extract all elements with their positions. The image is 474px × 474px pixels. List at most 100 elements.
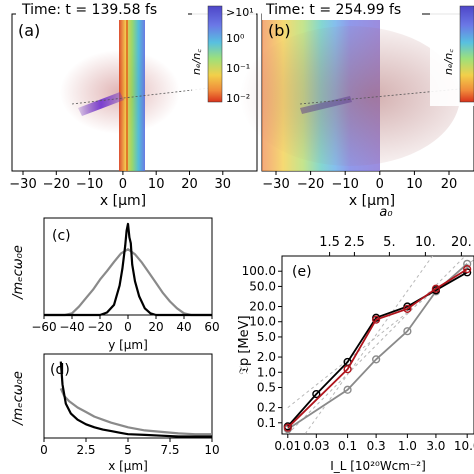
- panel-e-ytick-label: 0.2: [257, 401, 276, 415]
- panel-c-xtick-label: −20: [87, 320, 112, 334]
- panel-b-time-text: Time: t = 254.99 fs: [265, 2, 401, 18]
- panel-b-xticks: −30 −20 −10 0 10 20: [262, 171, 457, 192]
- panel-d-label: (d): [50, 362, 70, 378]
- panel-e-top-axis-label: a₀: [379, 205, 393, 220]
- panel-a-label: (a): [18, 21, 40, 40]
- panel-c-xtick-label: 0: [124, 320, 132, 334]
- panel-c: (c) /mₑcω₀e −60 −40 −20 0 20 40 60 y [μm]: [11, 217, 220, 352]
- panel-a-colorbar-tick-2: 10⁰: [226, 32, 245, 45]
- panel-a-xlabel: x [μm]: [100, 193, 146, 209]
- panel-e-point-red: [283, 423, 292, 432]
- panel-a-xtick-label: 30: [215, 177, 232, 192]
- panel-e-toptick-label: 5.: [383, 235, 395, 250]
- panel-b-colorbar-label: nₑ/n꜀: [442, 49, 455, 75]
- panel-e-series-black: [287, 271, 468, 427]
- panel-a-colorbar-tick-3: 10⁻¹: [226, 62, 250, 75]
- panel-e-xtick-label: 1.0: [398, 439, 417, 453]
- panel-a-axis-guide: [71, 87, 211, 105]
- panel-e-ytick-label: 0.1: [257, 416, 276, 430]
- panel-c-xtick-label: 40: [176, 320, 191, 334]
- panel-b-xtick-label: 10: [406, 177, 423, 192]
- panel-e-plot: 0.010.030.10.31.03.010.00.10.20.51.02.05…: [242, 235, 474, 453]
- panel-c-xtick-label: 60: [204, 320, 219, 334]
- panel-d-xtick-label: 10: [204, 443, 219, 457]
- panel-d-xtick-label: 7.5: [160, 443, 179, 457]
- panel-e-point-red: [431, 284, 441, 293]
- panel-e-toptick-label: 10.: [415, 235, 436, 250]
- panel-e-ylabel: 𝔗p [MeV]: [237, 315, 252, 374]
- panel-e-ytick-label: 0.5: [257, 380, 276, 394]
- panel-e-point-black: [463, 268, 472, 277]
- panel-e-toptick-label: 2.5: [344, 235, 365, 250]
- panel-e-xtick-label: 0.1: [338, 439, 357, 453]
- panel-e-xtick-label: 10.0: [454, 439, 474, 453]
- panel-c-series-gray: [44, 248, 212, 317]
- panel-b-axis-guide: [299, 87, 471, 105]
- panel-e-point-gray: [463, 259, 472, 268]
- panel-e-point-gray: [372, 355, 381, 364]
- panel-b-xtick-label: −10: [331, 177, 358, 192]
- panel-a-target-edge: [126, 14, 128, 171]
- panel-a-colorbar-tick-1: >10¹: [226, 6, 254, 19]
- panel-a-xtick-label: 10: [148, 177, 165, 192]
- panel-b-laser-pulse: [300, 96, 352, 114]
- panel-e-scaling-guide: [287, 256, 466, 434]
- panel-e-point-gray: [403, 327, 412, 336]
- panel-e-xlabel: I_L [10²⁰Wcm⁻²]: [330, 459, 426, 473]
- panel-c-xlabel: y [μm]: [108, 338, 148, 352]
- panel-d-series-gray: [59, 387, 212, 436]
- panel-e-xtick-label: 3.0: [426, 439, 445, 453]
- panel-b-xlabel: x [μm]: [349, 193, 395, 209]
- panel-a-xtick-label: −10: [76, 177, 103, 192]
- panel-e-ytick-label: 20.0: [249, 300, 276, 314]
- panel-e-xtick-label: 0.03: [303, 439, 330, 453]
- panel-c-plot: −60 −40 −20 0 20 40 60: [31, 222, 220, 334]
- panel-d-xtick-label: 0: [40, 443, 48, 457]
- panel-e-ytick-label: 50.0: [249, 279, 276, 293]
- panel-e-point-gray: [343, 385, 352, 394]
- panel-e-label: (e): [292, 264, 312, 280]
- panel-c-series-black: [44, 222, 212, 317]
- panel-a-xtick-label: 20: [181, 177, 198, 192]
- panel-e-frame: [281, 255, 474, 435]
- panel-a-xtick-label: −20: [43, 177, 70, 192]
- panel-d-xtick-label: 5: [124, 443, 132, 457]
- panel-e-point-red: [463, 265, 472, 274]
- panel-a-xticks: −30 −20 −10 0 10 20 30: [9, 171, 231, 192]
- panel-e-series-red: [287, 268, 468, 429]
- panel-b-xtick-label: −20: [297, 177, 324, 192]
- panel-e-ytick-label: 10.0: [249, 315, 276, 329]
- panel-b-xtick-label: −30: [262, 177, 289, 192]
- panel-a-time-text: Time: t = 139.58 fs: [21, 2, 157, 18]
- panel-a-colorbar: [207, 5, 223, 103]
- panel-e-xtick-label: 0.01: [274, 439, 301, 453]
- panel-a-xtick-label: −30: [9, 177, 36, 192]
- panel-a: (a) −30 −20 −10 0 10 20 30 x [μm] Time: t = 13…: [9, 0, 258, 209]
- panel-e: (e) a₀ 𝔗p [MeV] I_L [10²⁰Wcm⁻²] 0.01 0.03…: [237, 205, 474, 473]
- panel-b-xtick-label: 20: [441, 177, 458, 192]
- panel-b: (b) −30 −20 −10 0 10 20 x [μm] Time: t = 254.…: [240, 0, 474, 209]
- panel-d-xtick-label: 2.5: [76, 443, 95, 457]
- panel-c-label: (c): [52, 228, 71, 244]
- panel-b-time-box: [262, 0, 422, 20]
- panel-a-time-box: [16, 0, 188, 20]
- panel-e-toptick-label: 1.5: [319, 235, 340, 250]
- panel-e-point-black: [312, 389, 321, 399]
- panel-d-xlabel: x [μm]: [108, 459, 148, 473]
- panel-a-colorbar-label: nₑ/n꜀: [190, 49, 203, 75]
- panel-e-point-red: [343, 365, 352, 374]
- panel-c-ylabel: /mₑcω₀e: [11, 245, 26, 300]
- panel-c-xtick-label: −60: [31, 320, 56, 334]
- panel-a-laser-pulse: [78, 92, 124, 116]
- panel-e-ytick-label: 2.0: [257, 350, 276, 364]
- panel-e-ytick-label: 100.0: [242, 264, 276, 278]
- panel-a-target-slab: [119, 14, 145, 171]
- panel-a-xtick-label: 0: [119, 177, 127, 192]
- panel-e-point-red: [403, 304, 412, 313]
- panel-b-label: (b): [268, 21, 291, 40]
- panel-b-xtick-label: 0: [376, 177, 384, 192]
- panel-e-xtick-label: 0.3: [367, 439, 386, 453]
- panel-e-scaling-guide: [304, 256, 434, 434]
- panel-e-point-red: [372, 315, 381, 324]
